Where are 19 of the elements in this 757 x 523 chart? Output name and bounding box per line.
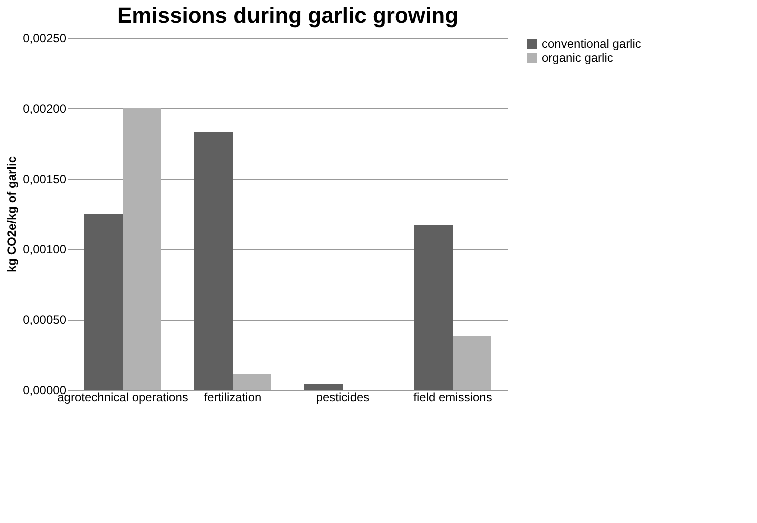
y-tick-label: 0,00100 <box>23 242 67 257</box>
chart-title: Emissions during garlic growing <box>117 3 459 28</box>
bar <box>414 225 453 390</box>
x-tick-label: pesticides <box>316 390 370 404</box>
bar <box>233 374 272 390</box>
bar <box>123 108 162 390</box>
y-tick-label: 0,00050 <box>23 313 67 328</box>
y-tick-label: 0,00200 <box>23 102 67 116</box>
bar <box>304 384 343 390</box>
legend-label: organic garlic <box>542 51 614 65</box>
bar <box>84 214 123 390</box>
x-tick-label: fertilization <box>204 390 262 404</box>
y-tick-label: 0,00150 <box>23 172 67 186</box>
bar <box>453 336 492 390</box>
bar <box>194 132 233 390</box>
y-tick-label: 0,00250 <box>23 32 67 46</box>
y-axis-title: kg CO2e/kg of garlic <box>5 156 20 273</box>
legend-label: conventional garlic <box>542 37 642 51</box>
x-tick-label: field emissions <box>414 390 492 404</box>
